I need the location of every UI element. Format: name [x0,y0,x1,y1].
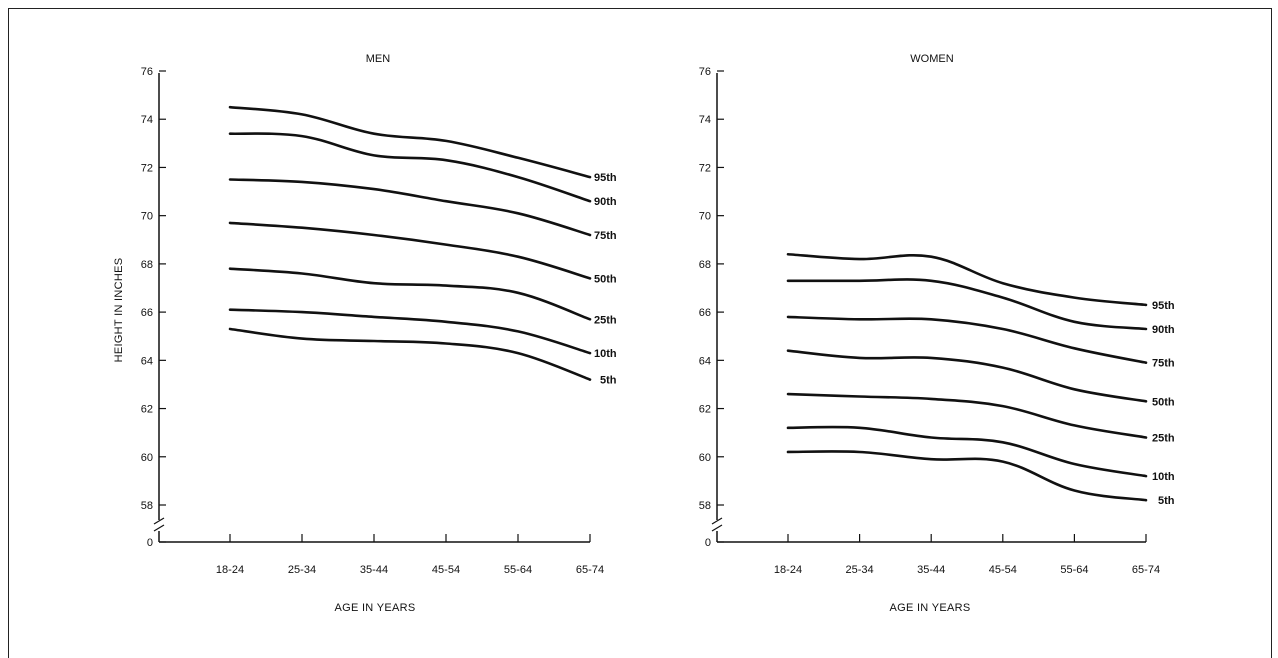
men-series-label-90th: 90th [594,196,617,208]
men-y-tick-label: 62 [141,404,153,416]
men-series-line-75th [228,178,592,237]
women-x-tick-label: 35-44 [917,564,945,576]
women-y-tick-label: 58 [699,500,711,512]
men-x-tick-label: 25-34 [288,564,316,576]
men-series-label-50th: 50th [594,273,617,285]
women-x-tick-label: 18-24 [774,564,802,576]
women-y-tick-label: 66 [699,307,711,319]
men-x-tick-label: 45-54 [432,564,460,576]
men-series-label-25th: 25th [594,314,617,326]
men-series-line-5th [228,327,592,381]
women-y-tick-label: 62 [699,404,711,416]
men-x-tick-label: 55-64 [504,564,532,576]
men-series-line-10th [228,308,592,355]
women-x-tick-label: 65-74 [1132,564,1160,576]
women-y-tick-label: 74 [699,114,711,126]
men-series-label-5th: 5th [600,375,617,387]
men-x-tick-label: 35-44 [360,564,388,576]
women-series-label-10th: 10th [1152,471,1175,483]
women-y-tick-label: 64 [699,355,711,367]
women-x-axis-title: AGE IN YEARS [889,602,970,614]
men-y-tick-label: 60 [141,452,153,464]
men-y-tick-label: 68 [141,259,153,271]
women-series-line-5th [786,450,1148,502]
women-axis-break-mark [711,517,723,525]
men-chart-title: MEN [366,53,391,65]
men-y-axis-title: HEIGHT IN INCHES [113,258,125,363]
figure-frame [8,8,1272,658]
men-series-line-95th [228,105,592,179]
women-x-tick-label: 45-54 [989,564,1017,576]
women-y-tick-label: 68 [699,259,711,271]
men-y-tick-label: 58 [141,500,153,512]
women-y-tick-label: 76 [699,66,711,78]
women-x-tick-label: 55-64 [1060,564,1088,576]
men-y-tick-label: 74 [141,114,153,126]
men-y-tick-label: 70 [141,211,153,223]
men-y-tick-label: 72 [141,162,153,174]
women-series-line-90th [786,278,1148,331]
women-series-label-75th: 75th [1152,358,1175,370]
women-series-line-10th [786,425,1148,478]
men-series-line-90th [228,132,592,203]
men-x-axis-title: AGE IN YEARS [334,602,415,614]
women-chart-title: WOMEN [910,53,953,65]
women-series-line-75th [786,315,1148,364]
women-y-tick-label: 70 [699,211,711,223]
women-axis-break-mark [711,524,723,532]
women-series-line-50th [786,349,1148,403]
men-y-tick-label: 76 [141,66,153,78]
women-series-line-25th [786,392,1148,439]
women-y-tick-label: 0 [705,537,711,549]
women-series-label-95th: 95th [1152,300,1175,312]
men-series-label-75th: 75th [594,230,617,242]
women-x-tick-label: 25-34 [846,564,874,576]
men-axis-break-mark [153,517,165,525]
women-y-tick-label: 72 [699,162,711,174]
women-series-line-95th [786,252,1148,307]
men-axis-break-mark [153,524,165,532]
women-y-tick-label: 60 [699,452,711,464]
women-series-label-50th: 50th [1152,396,1175,408]
women-series-label-90th: 90th [1152,324,1175,336]
men-y-tick-label: 0 [147,537,153,549]
women-series-label-25th: 25th [1152,432,1175,444]
men-y-tick-label: 64 [141,355,153,367]
men-series-label-10th: 10th [594,348,617,360]
women-series-label-5th: 5th [1158,495,1175,507]
men-x-tick-label: 65-74 [576,564,604,576]
men-y-tick-label: 66 [141,307,153,319]
men-series-label-95th: 95th [594,172,617,184]
men-series-line-50th [228,221,592,280]
men-x-tick-label: 18-24 [216,564,244,576]
men-series-line-25th [228,267,592,321]
